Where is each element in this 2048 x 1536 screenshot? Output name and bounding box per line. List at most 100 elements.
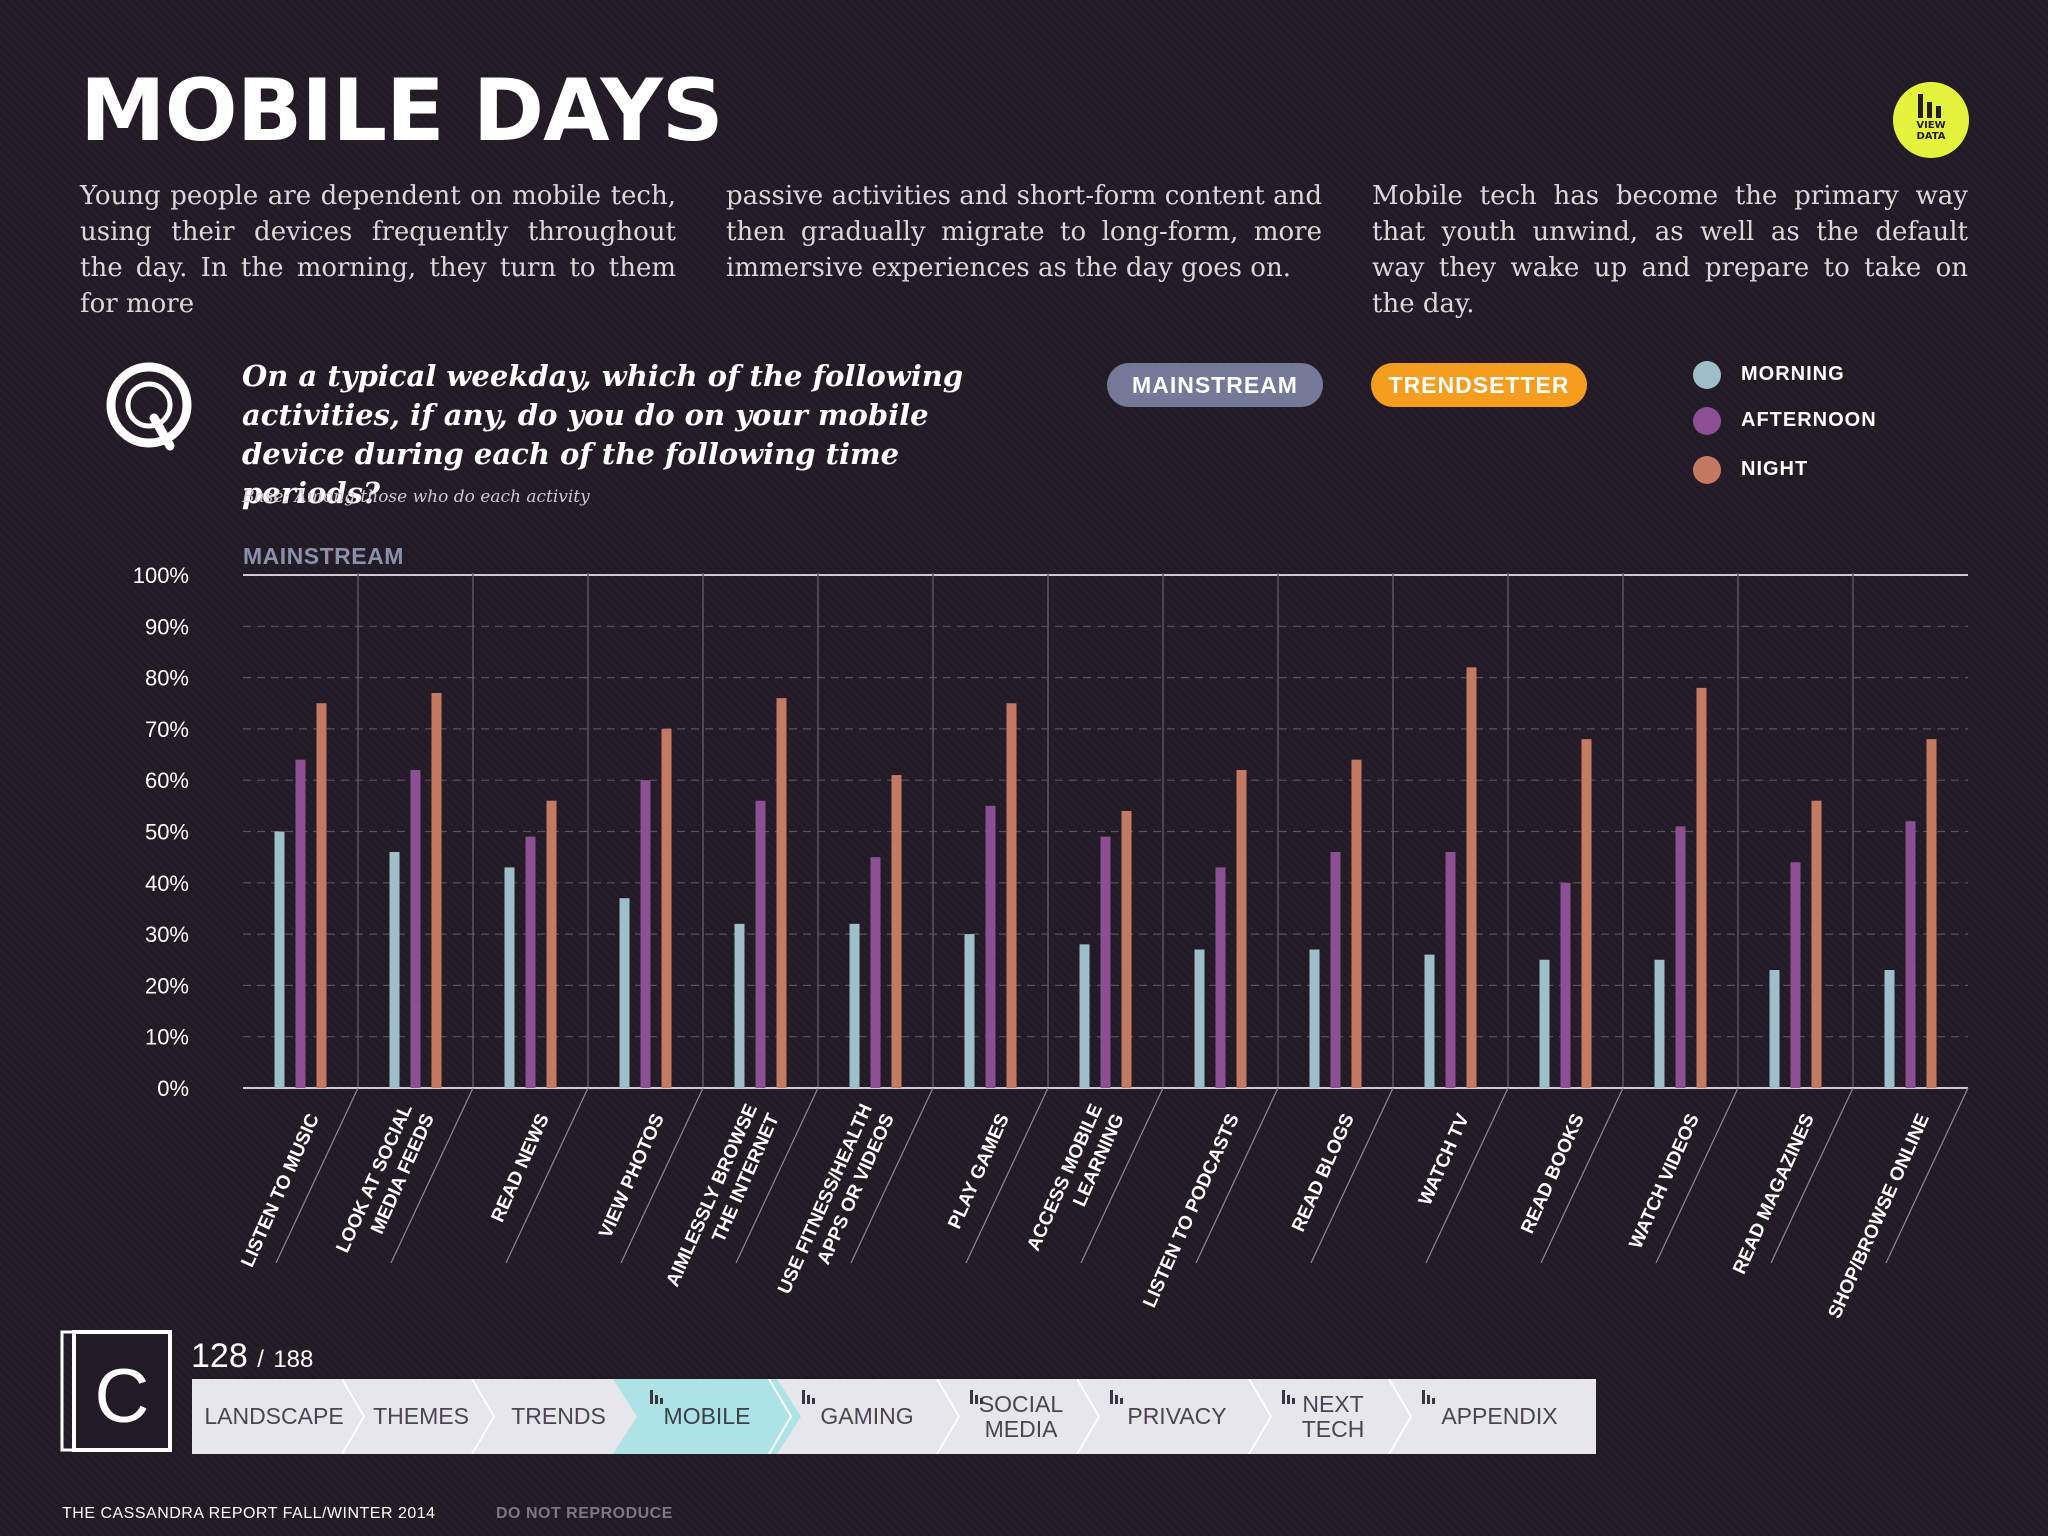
bar-afternoon-6 <box>985 805 996 1088</box>
bar-morning-2 <box>504 867 515 1088</box>
bar-chart-icon <box>970 1390 983 1404</box>
bar-morning-12 <box>1654 959 1665 1088</box>
bar-night-2 <box>546 800 557 1088</box>
bar-afternoon-3 <box>640 780 651 1088</box>
x-tick-label-13: READ MAGAZINES <box>1729 1111 1819 1278</box>
bar-afternoon-10 <box>1445 852 1456 1088</box>
x-tick-label-12: WATCH VIDEOS <box>1626 1111 1704 1252</box>
y-tick-label: 70% <box>145 717 189 742</box>
bar-morning-14 <box>1884 970 1895 1088</box>
x-label-slash <box>620 1087 704 1264</box>
bar-afternoon-4 <box>755 800 766 1088</box>
nav-tab-themes[interactable]: THEMES <box>356 1379 486 1454</box>
intro-column-1: Young people are dependent on mobile tec… <box>80 181 676 319</box>
y-tick-label: 0% <box>157 1076 189 1101</box>
bar-afternoon-12 <box>1675 826 1686 1088</box>
nav-chevron-divider <box>768 1379 793 1454</box>
page-total: 188 <box>273 1346 314 1373</box>
bar-morning-7 <box>1079 944 1090 1088</box>
bar-morning-10 <box>1424 954 1435 1088</box>
nav-tab-trends[interactable]: TRENDS <box>486 1379 631 1454</box>
nav-chevron-divider <box>1076 1379 1101 1454</box>
bar-morning-5 <box>849 923 860 1088</box>
nav-tab-next-tech[interactable]: NEXT TECH <box>1263 1379 1403 1454</box>
bar-morning-4 <box>734 923 745 1088</box>
legend-label-morning: MORNING <box>1741 363 1845 385</box>
x-tick-label-9: READ BLOGS <box>1288 1111 1359 1235</box>
x-tick-label-line: SHOP/BROWSE ONLINE <box>1825 1111 1934 1320</box>
legend-swatch-night <box>1693 456 1721 484</box>
bar-night-0 <box>316 703 327 1088</box>
nav-tab-label: GAMING <box>820 1403 914 1429</box>
view-data-line1: VIEW <box>1916 120 1946 131</box>
bar-night-8 <box>1236 769 1247 1088</box>
nav-tab-label: PRIVACY <box>1127 1403 1227 1429</box>
y-tick-label: 20% <box>145 973 189 998</box>
footer-notice: DO NOT REPRODUCE <box>496 1505 673 1522</box>
bar-chart-icon <box>650 1390 663 1404</box>
page-current: 128 <box>191 1337 248 1375</box>
logo-letter: C <box>95 1354 150 1439</box>
bar-afternoon-14 <box>1905 821 1916 1088</box>
x-tick-label-line: VIEW PHOTOS <box>595 1111 669 1242</box>
bar-night-5 <box>891 775 902 1088</box>
bar-night-13 <box>1811 800 1822 1088</box>
x-label-slash <box>1080 1087 1164 1264</box>
x-tick-label-line: LISTEN TO MUSIC <box>237 1111 324 1271</box>
y-tick-label: 100% <box>133 563 189 588</box>
bar-morning-1 <box>389 852 400 1088</box>
chart-y-axis: 0% 10% 20% 30% 40% 50% 60% 70% 80% 90% 100% <box>133 563 189 1101</box>
mainstream-toggle-button[interactable]: MAINSTREAM <box>1107 363 1323 407</box>
x-label-slash <box>1310 1087 1394 1264</box>
nav-tab-label: THEMES <box>373 1403 469 1429</box>
y-tick-label: 10% <box>145 1025 189 1050</box>
page-title: MOBILE DAYS <box>80 61 724 161</box>
nav-tab-gaming[interactable]: GAMING <box>783 1379 951 1454</box>
base-note: Base: Among those who do each activity <box>242 487 590 507</box>
bar-morning-0 <box>274 831 285 1088</box>
intro-column-3: Mobile tech has become the primary way t… <box>1372 181 1968 319</box>
bar-night-6 <box>1006 703 1017 1088</box>
cassandra-logo[interactable]: C <box>60 1330 172 1456</box>
x-tick-label-8: LISTEN TO PODCASTS <box>1139 1111 1243 1311</box>
nav-chevron-divider <box>471 1379 496 1454</box>
view-data-button[interactable]: VIEW DATA <box>1893 82 1969 158</box>
y-tick-label: 40% <box>145 871 189 896</box>
nav-tab-appendix[interactable]: APPENDIX <box>1403 1379 1596 1454</box>
nav-tab-label: TRENDS <box>511 1403 606 1429</box>
nav-tab-social-media[interactable]: SOCIAL MEDIA <box>951 1379 1091 1454</box>
x-tick-label-line: READ BLOGS <box>1288 1111 1359 1235</box>
bar-chart-icon <box>802 1390 815 1404</box>
bar-afternoon-13 <box>1790 862 1801 1088</box>
x-label-slash <box>1885 1087 1969 1264</box>
intro-column-2: passive activities and short-form conten… <box>726 181 1322 283</box>
bar-night-11 <box>1581 739 1592 1088</box>
nav-tab-label: SOCIAL MEDIA <box>978 1390 1064 1442</box>
x-tick-label-14: SHOP/BROWSE ONLINE <box>1825 1111 1934 1320</box>
bar-night-10 <box>1466 667 1477 1088</box>
bar-morning-6 <box>964 934 975 1088</box>
chart-title: MAINSTREAM <box>243 543 404 569</box>
nav-chevron-divider <box>1388 1379 1413 1454</box>
bar-afternoon-2 <box>525 836 536 1088</box>
page-counter: 128 / 188 <box>191 1337 313 1376</box>
bar-morning-8 <box>1194 949 1205 1088</box>
legend-label-night: NIGHT <box>1741 458 1809 480</box>
bar-night-3 <box>661 728 672 1088</box>
bar-chart-icon <box>1282 1390 1295 1404</box>
bar-afternoon-11 <box>1560 882 1571 1088</box>
bar-chart-icon <box>1918 94 1941 118</box>
x-label-slash <box>1425 1087 1509 1264</box>
bar-night-14 <box>1926 739 1937 1088</box>
x-tick-label-2: READ NEWS <box>487 1111 553 1226</box>
nav-tab-mobile[interactable]: MOBILE <box>631 1379 783 1454</box>
trendsetter-toggle-button[interactable]: TRENDSETTER <box>1371 363 1587 407</box>
x-tick-label-10: WATCH TV <box>1415 1110 1474 1208</box>
nav-tab-privacy[interactable]: PRIVACY <box>1091 1379 1263 1454</box>
bar-chart: 0% 10% 20% 30% 40% 50% 60% 70% 80% 90% 100% LISTEN… <box>133 563 1969 1320</box>
bar-night-1 <box>431 692 442 1088</box>
x-label-slash <box>275 1087 359 1264</box>
nav-tab-landscape[interactable]: LANDSCAPE <box>192 1379 356 1454</box>
